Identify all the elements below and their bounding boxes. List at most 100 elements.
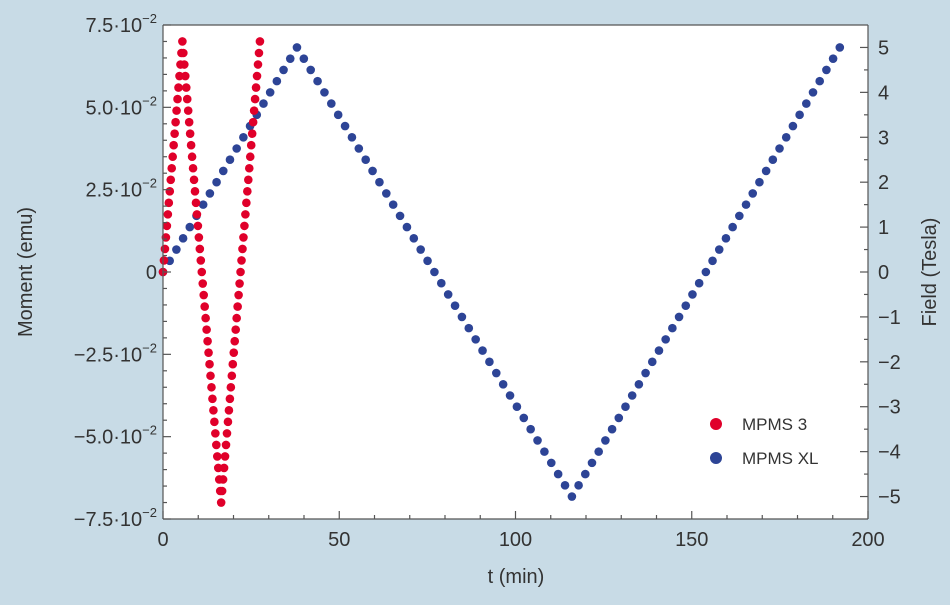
data-point — [243, 187, 252, 196]
data-point — [775, 144, 784, 153]
data-point — [201, 313, 210, 323]
data-point — [223, 417, 233, 427]
y-right-tick-label: −5 — [878, 487, 901, 509]
data-point — [159, 256, 169, 265]
data-point — [741, 200, 751, 209]
data-point — [221, 440, 231, 450]
data-point — [220, 452, 230, 461]
data-point — [198, 279, 208, 288]
data-point — [190, 187, 200, 196]
y-right-tick-label: 2 — [878, 172, 889, 194]
data-point — [808, 88, 818, 97]
x-tick-label: 150 — [675, 529, 708, 551]
data-point — [272, 76, 282, 86]
data-point — [222, 429, 232, 438]
y-left-tick-label: −5.0·10−2 — [74, 423, 157, 449]
data-point — [540, 447, 549, 456]
data-point — [218, 475, 228, 484]
data-point — [210, 417, 219, 427]
data-point — [634, 379, 644, 389]
y-axis-left-label: Moment (emu) — [15, 207, 37, 337]
data-point — [162, 221, 172, 231]
data-point — [199, 290, 209, 300]
data-point — [196, 256, 206, 265]
data-point — [208, 394, 217, 404]
data-point — [172, 245, 181, 254]
y-right-tick-label: −2 — [878, 352, 901, 374]
data-point — [546, 458, 556, 468]
data-point — [186, 140, 196, 150]
data-point — [233, 302, 242, 311]
data-point — [207, 382, 216, 392]
data-point — [340, 121, 350, 131]
data-point — [430, 267, 439, 277]
data-point — [241, 210, 250, 219]
data-point — [171, 117, 180, 127]
data-point — [485, 357, 494, 367]
data-point — [164, 198, 174, 208]
series-mpms-3 — [158, 37, 265, 507]
data-point — [231, 325, 241, 334]
data-point — [306, 65, 315, 75]
data-point — [244, 175, 253, 185]
data-point — [533, 436, 542, 445]
data-point — [237, 256, 246, 265]
data-point — [217, 486, 227, 496]
data-point — [219, 463, 229, 473]
data-point — [166, 175, 176, 185]
legend-label-mpms3: MPMS 3 — [742, 415, 807, 434]
data-point — [661, 335, 670, 344]
y-left-tick-label: −7.5·10−2 — [74, 505, 157, 531]
y-left-tick-label: 2.5·10−2 — [85, 176, 157, 202]
data-point — [382, 189, 391, 198]
data-point — [228, 359, 238, 369]
data-point — [239, 132, 248, 142]
x-tick-label: 50 — [328, 529, 350, 551]
data-point — [238, 244, 247, 254]
data-point — [627, 391, 637, 400]
series-mpms-xl — [158, 43, 845, 501]
data-point — [212, 177, 221, 187]
data-point — [443, 290, 453, 299]
data-point — [192, 210, 202, 219]
data-point — [232, 313, 241, 323]
data-point — [239, 233, 248, 242]
data-point — [167, 163, 177, 173]
data-point — [574, 481, 583, 490]
data-point — [681, 301, 691, 310]
data-point — [761, 166, 771, 176]
data-point — [668, 323, 677, 333]
y-right-tick-label: 1 — [878, 217, 889, 239]
data-point — [181, 83, 191, 92]
data-point — [248, 117, 258, 127]
data-point — [647, 357, 657, 367]
data-point — [526, 424, 535, 434]
data-point — [194, 233, 204, 242]
y-left-tick-label: −2.5·10−2 — [74, 340, 157, 366]
data-point — [320, 88, 329, 97]
data-point — [226, 382, 236, 392]
data-point — [416, 245, 425, 254]
data-point — [375, 177, 384, 187]
data-point — [246, 140, 256, 150]
data-point — [721, 234, 731, 243]
data-point — [594, 447, 603, 456]
data-point — [204, 348, 213, 357]
data-point — [212, 440, 221, 450]
data-point — [471, 335, 480, 344]
data-point — [347, 132, 357, 142]
data-point — [216, 498, 226, 507]
data-point — [788, 121, 798, 131]
data-point — [815, 76, 825, 86]
data-point — [251, 83, 261, 92]
data-point — [242, 198, 251, 208]
data-point — [388, 200, 398, 209]
data-point — [285, 54, 295, 63]
data-point — [674, 312, 684, 322]
data-point — [478, 346, 487, 355]
data-point — [209, 406, 218, 415]
data-point — [236, 267, 245, 277]
data-point — [259, 99, 268, 108]
data-point — [160, 244, 170, 254]
data-point — [206, 371, 215, 381]
